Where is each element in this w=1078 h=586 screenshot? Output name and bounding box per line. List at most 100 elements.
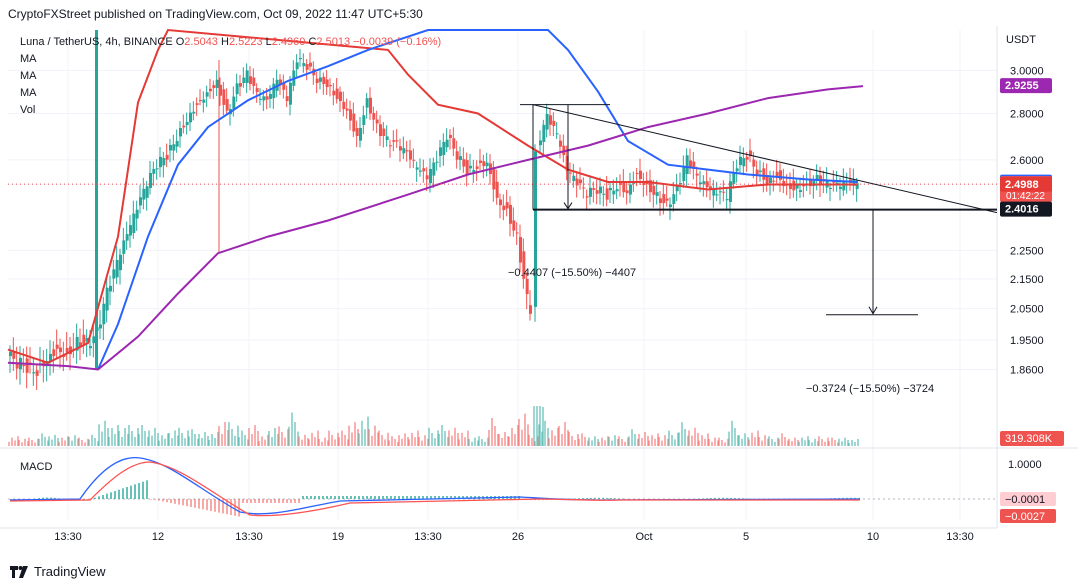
candle-body [385,136,389,141]
candle-body [815,174,819,181]
legend-indicator: MA [20,87,37,99]
volume-bar [21,442,23,446]
macd-histogram-bar [602,497,604,499]
volume-bar [838,438,840,446]
macd-histogram-bar [354,496,356,499]
x-tick-label: 19 [332,531,344,543]
volume-bar [667,438,669,446]
volume-bar [81,440,83,446]
volume-bar [771,439,773,446]
candle-body [309,62,312,67]
candle-body [82,334,86,345]
candle-body [412,159,416,161]
candle-body [832,181,836,183]
volume-bar [498,434,500,446]
macd-histogram-bar [262,499,264,503]
candle-body [592,188,596,190]
volume-bar [34,442,36,446]
volume-bar [321,441,323,446]
candle-body [792,180,796,191]
volume-bar [441,425,443,446]
volume-bar [581,433,583,446]
macd-histogram-bar [590,497,592,499]
volume-bar [108,437,110,446]
candle-body [69,346,72,355]
macd-histogram-bar [374,496,376,499]
candle-body [9,351,12,357]
volume-bar [724,442,726,446]
candle-body [702,181,706,185]
candle-body [379,124,382,137]
candle-body [155,168,159,170]
volume-bar [527,424,529,446]
volume-bar [231,429,233,446]
candle-body [615,189,619,192]
volume-bar [587,440,589,446]
candle-body [169,145,172,151]
volume-bar [677,432,679,446]
macd-histogram-bar [370,496,372,499]
volume-bar [848,443,850,446]
volume-bar [218,426,220,446]
volume-bar [542,407,544,446]
candle-body [495,181,499,198]
volume-bar [604,440,606,446]
candle-body [65,347,69,353]
volume-bar [121,437,123,446]
volume-bar [501,438,503,446]
candle-body [605,188,609,200]
candle-body [545,113,549,130]
candle-body [669,204,672,208]
volume-bar [68,437,70,446]
macd-histogram-bar [426,496,428,499]
volume-bar [444,431,446,446]
candle-body [639,170,642,180]
candle-body [285,96,289,102]
x-tick-label: 26 [512,531,524,543]
volume-bar [568,432,570,446]
candle-body [102,303,106,325]
candle-body [505,202,509,209]
macd-histogram-bar [282,499,284,503]
macd-histogram-bar [130,485,132,499]
volume-bar [628,436,630,446]
candle-body [625,190,629,194]
macd-histogram-bar [154,499,156,500]
volume-bar [341,430,343,446]
macd-histogram-bar [450,496,452,499]
macd-histogram-bar [326,496,328,499]
volume-bar [708,439,710,446]
volume-bar [41,433,43,446]
volume-bar [147,437,149,446]
macd-histogram-bar [438,496,440,499]
tradingview-brand: TradingView [34,564,106,579]
volume-bar [87,438,89,446]
candle-body [209,88,212,92]
candle-body [692,161,696,169]
volume-bar [224,422,226,446]
volume-bar [468,439,470,446]
price-chart[interactable]: −0.4407 (−15.50%) −4407 −0.3724 (−15.50%)… [0,0,1078,558]
volume-bar [408,439,410,446]
candle-body [282,83,286,90]
volume-bar [851,440,853,446]
candle-body [125,234,129,241]
volume-bar [261,436,263,446]
measure-label-2: −0.3724 (−15.50%) −3724 [806,383,934,395]
macd-histogram-bar [174,499,176,504]
candle-body [685,155,689,175]
macd-histogram-bar [702,498,704,499]
macd-histogram-bar [582,498,584,499]
volume-bar [741,438,743,446]
candle-body [262,96,266,101]
volume-bar [684,429,686,446]
volume-bar [608,437,610,446]
candle-body [369,97,372,114]
volume-bar [668,430,670,446]
macd-histogram-bar [222,499,224,514]
volume-bar [311,432,313,446]
candle-body [665,198,669,201]
candle-body [315,78,319,84]
volume-bar [567,430,569,446]
candle-body [279,79,282,85]
